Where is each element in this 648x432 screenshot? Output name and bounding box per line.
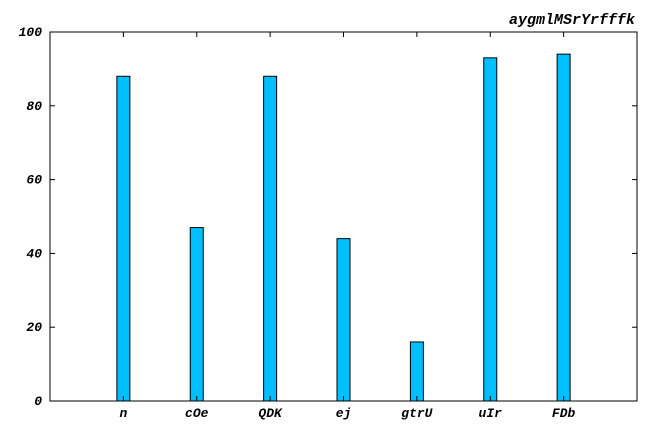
y-tick-label: 0 <box>34 394 42 409</box>
x-tick-label: n <box>119 406 127 421</box>
y-tick-label: 80 <box>26 99 42 114</box>
x-axis: n cOe QDK ej gtrU uIr FDb <box>119 32 576 421</box>
x-tick-label: uIr <box>479 406 503 421</box>
x-tick-label: FDb <box>552 406 576 421</box>
y-tick-label: 60 <box>26 173 42 188</box>
bar-QDK <box>263 75 278 402</box>
bar-uIr <box>483 57 498 402</box>
y-axis: 0 20 40 60 80 100 <box>19 25 637 409</box>
bar-gtrU <box>409 341 424 402</box>
x-tick-label: cOe <box>185 406 209 421</box>
y-tick-label: 100 <box>19 25 43 40</box>
x-tick-label: QDK <box>258 406 283 421</box>
y-tick-label: 40 <box>26 246 42 261</box>
bar-ej <box>336 238 351 402</box>
x-tick-label: gtrU <box>401 406 432 421</box>
chart-title: aygmlMSrYrfffk <box>509 12 636 29</box>
y-tick-label: 20 <box>26 320 42 335</box>
bars <box>116 53 571 402</box>
bar-FDb <box>556 53 571 402</box>
bar-n <box>116 75 131 402</box>
bar-cOe <box>189 227 204 402</box>
x-tick-label: ej <box>336 406 352 421</box>
